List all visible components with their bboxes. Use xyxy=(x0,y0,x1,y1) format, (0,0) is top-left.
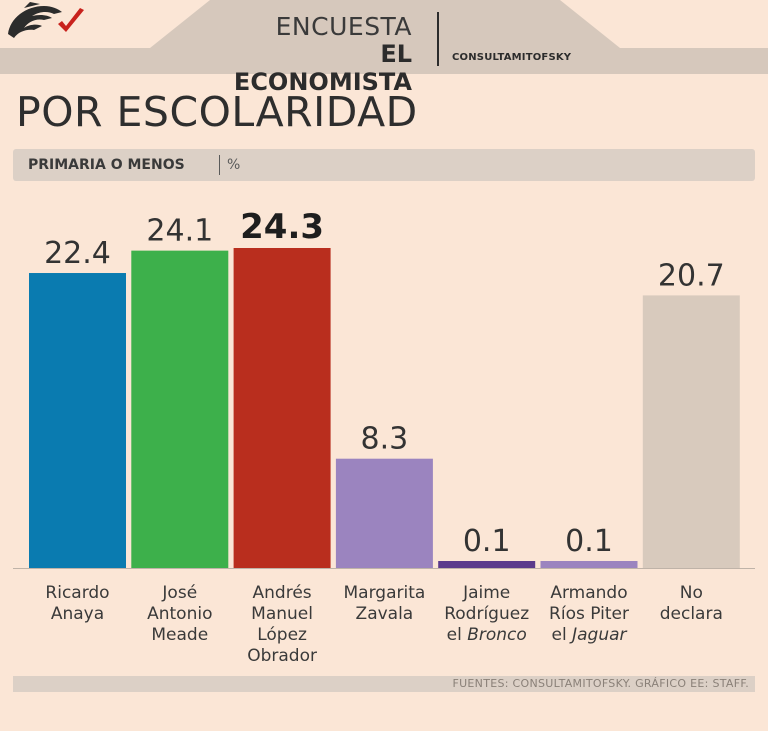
footer-source: FUENTES: CONSULTAMITOFSKY. GRÁFICO EE: S… xyxy=(452,677,749,690)
bar-1 xyxy=(29,273,126,568)
category-label-2-line-1: José xyxy=(161,583,197,603)
category-label-4-line-1: Margarita xyxy=(344,583,426,603)
category-label-5-line-2: Rodríguez xyxy=(444,604,529,624)
value-label-7: 20.7 xyxy=(658,258,725,293)
bar-4 xyxy=(335,458,433,568)
bar-5 xyxy=(438,561,536,568)
category-label-7-line-2: declara xyxy=(660,604,723,624)
bar-2 xyxy=(131,250,229,569)
category-label-7-line-1: No xyxy=(680,583,703,603)
category-label-5-line-3: el Bronco xyxy=(447,625,527,645)
subhead-band: PRIMARIA O MENOS % xyxy=(13,149,755,181)
category-label-4-line-2: Zavala xyxy=(356,604,414,624)
category-label-3-line-3: López xyxy=(257,625,307,645)
value-label-4: 8.3 xyxy=(361,422,409,457)
chart-title: POR ESCOLARIDAD xyxy=(16,88,418,136)
header-encuesta: ENCUESTA xyxy=(275,12,412,41)
bar-3 xyxy=(233,248,331,568)
value-label-6: 0.1 xyxy=(565,524,613,559)
category-label-1-line-1: Ricardo xyxy=(45,583,109,603)
value-label-3: 24.3 xyxy=(240,207,324,247)
bar-7 xyxy=(642,295,740,568)
category-label-6-line-1: Armando xyxy=(550,583,627,603)
footer-bar: FUENTES: CONSULTAMITOFSKY. GRÁFICO EE: S… xyxy=(13,676,755,692)
subhead-label: PRIMARIA O MENOS xyxy=(28,157,185,173)
category-label-2-line-3: Meade xyxy=(151,625,208,645)
category-label-2-line-2: Antonio xyxy=(147,604,212,624)
logo-text: CONSULTAMITOFSKY xyxy=(452,52,572,63)
category-label-1-line-2: Anaya xyxy=(51,604,104,624)
category-label-3-line-1: Andrés xyxy=(253,583,312,603)
value-label-1: 22.4 xyxy=(44,236,111,271)
category-label-3-line-4: Obrador xyxy=(247,646,317,666)
subhead-unit: % xyxy=(227,157,241,173)
header-background xyxy=(0,0,768,74)
bar-6 xyxy=(540,561,638,568)
category-label-6-line-3: el Jaguar xyxy=(552,625,628,645)
value-label-5: 0.1 xyxy=(463,524,511,559)
header-el-economista: EL ECONOMISTA xyxy=(233,40,412,96)
header-band: ENCUESTA EL ECONOMISTA CONSULTAMITOFSKY xyxy=(0,0,768,96)
consulta-mitofsky-logo-icon xyxy=(8,2,84,38)
category-label-3-line-2: Manuel xyxy=(251,604,313,624)
subhead-separator xyxy=(219,155,220,175)
value-label-2: 24.1 xyxy=(146,214,213,249)
category-label-5-line-1: Jaime xyxy=(462,583,510,603)
header-divider xyxy=(437,12,439,66)
category-label-6-line-2: Ríos Piter xyxy=(549,604,629,624)
